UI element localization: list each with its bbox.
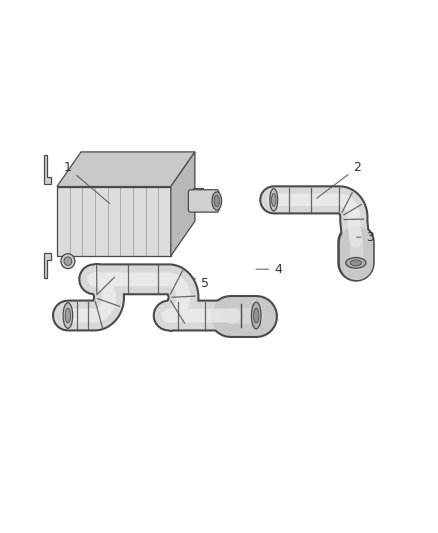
Ellipse shape	[65, 308, 71, 323]
Polygon shape	[193, 188, 203, 208]
Text: 1: 1	[64, 161, 110, 204]
Ellipse shape	[350, 260, 362, 266]
Text: 4: 4	[256, 263, 282, 276]
Ellipse shape	[61, 254, 75, 269]
Ellipse shape	[212, 192, 222, 210]
Text: 3: 3	[357, 231, 374, 244]
Ellipse shape	[63, 303, 73, 328]
Ellipse shape	[270, 189, 278, 211]
Polygon shape	[57, 187, 171, 256]
Ellipse shape	[251, 302, 261, 329]
Text: 2: 2	[317, 161, 361, 198]
Ellipse shape	[214, 195, 219, 207]
Ellipse shape	[254, 308, 259, 323]
Ellipse shape	[272, 193, 276, 206]
Text: 5: 5	[192, 277, 209, 290]
FancyBboxPatch shape	[188, 190, 219, 212]
Polygon shape	[44, 253, 51, 278]
Polygon shape	[57, 152, 195, 187]
Ellipse shape	[64, 257, 72, 265]
Ellipse shape	[346, 257, 366, 268]
Polygon shape	[44, 155, 51, 184]
Polygon shape	[171, 152, 195, 256]
